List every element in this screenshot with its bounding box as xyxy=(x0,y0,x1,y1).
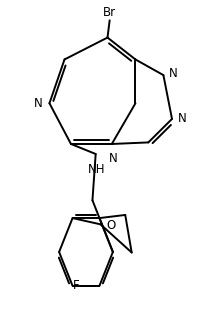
Text: F: F xyxy=(72,279,79,292)
Text: N: N xyxy=(169,67,178,80)
Text: N: N xyxy=(34,97,43,110)
Text: O: O xyxy=(106,219,115,233)
Text: N: N xyxy=(109,152,117,165)
Text: Br: Br xyxy=(103,6,116,19)
Text: N: N xyxy=(178,112,187,126)
Text: NH: NH xyxy=(88,163,106,176)
